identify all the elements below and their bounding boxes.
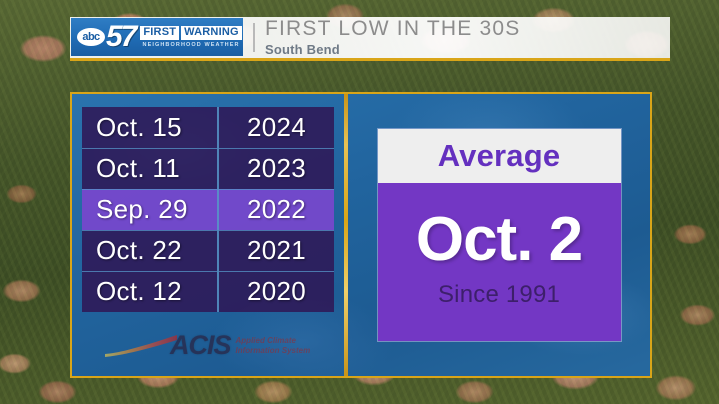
first-word: FIRST (140, 26, 180, 40)
records-table-body: Oct. 15 2024 Oct. 11 2023 Sep. 29 2022 O… (82, 107, 334, 312)
title-block: FIRST LOW IN THE 30S South Bend (265, 17, 670, 58)
acis-attribution-logo: ACIS Applied Climate Information System (104, 330, 310, 361)
average-container: Average Oct. 2 Since 1991 (348, 94, 650, 376)
table-row: Oct. 15 2024 (82, 107, 334, 149)
year-cell: 2022 (218, 189, 334, 231)
average-label: Average (437, 138, 561, 173)
header-divider (253, 23, 255, 52)
first-warning-lockup: FIRST WARNING NEIGHBORHOOD WEATHER (140, 26, 242, 48)
year-cell: 2024 (218, 107, 334, 149)
average-header: Average (377, 129, 621, 183)
acis-tagline-line-1: Applied Climate (235, 335, 296, 345)
table-row: Oct. 22 2021 (82, 230, 334, 272)
year-cell: 2023 (218, 148, 334, 190)
average-period-of-record: Since 1991 (437, 281, 561, 308)
station-logo: abc 57 FIRST WARNING NEIGHBORHOOD WEATHE… (71, 18, 243, 56)
header-bar: abc 57 FIRST WARNING NEIGHBORHOOD WEATHE… (70, 17, 670, 61)
page-title: FIRST LOW IN THE 30S (265, 17, 521, 41)
year-cell: 2021 (218, 230, 334, 272)
date-cell: Oct. 15 (82, 107, 220, 149)
location-subtitle: South Bend (265, 41, 340, 57)
average-value: Oct. 2 (415, 205, 583, 274)
acis-tagline-line-2: Information System (235, 345, 311, 355)
average-body: Oct. 2 Since 1991 (377, 183, 621, 341)
average-box: Average Oct. 2 Since 1991 (377, 129, 621, 341)
acis-acronym: ACIS (170, 330, 232, 360)
date-cell: Oct. 22 (82, 230, 220, 272)
warning-word: WARNING (181, 26, 242, 40)
logo-tagline: NEIGHBORHOOD WEATHER (142, 41, 240, 48)
records-table-container: Oct. 15 2024 Oct. 11 2023 Sep. 29 2022 O… (72, 94, 344, 376)
date-cell: Oct. 12 (82, 271, 220, 312)
table-row: Oct. 12 2020 (82, 271, 334, 312)
panel-divider (344, 94, 348, 376)
records-table: Oct. 15 2024 Oct. 11 2023 Sep. 29 2022 O… (82, 107, 334, 312)
first-warning-row: FIRST WARNING (140, 26, 242, 40)
table-row: Oct. 11 2023 (82, 148, 334, 190)
abc-network-logo: abc (77, 28, 105, 46)
year-cell: 2020 (218, 271, 334, 312)
acis-tagline: Applied Climate Information System (236, 336, 311, 356)
channel-number: 57 (106, 20, 137, 53)
acis-swoosh-icon (105, 334, 177, 357)
date-cell: Oct. 11 (82, 148, 220, 190)
date-cell: Sep. 29 (82, 189, 220, 231)
table-row-highlighted: Sep. 29 2022 (82, 189, 334, 231)
graphic-panel: Oct. 15 2024 Oct. 11 2023 Sep. 29 2022 O… (70, 92, 652, 378)
